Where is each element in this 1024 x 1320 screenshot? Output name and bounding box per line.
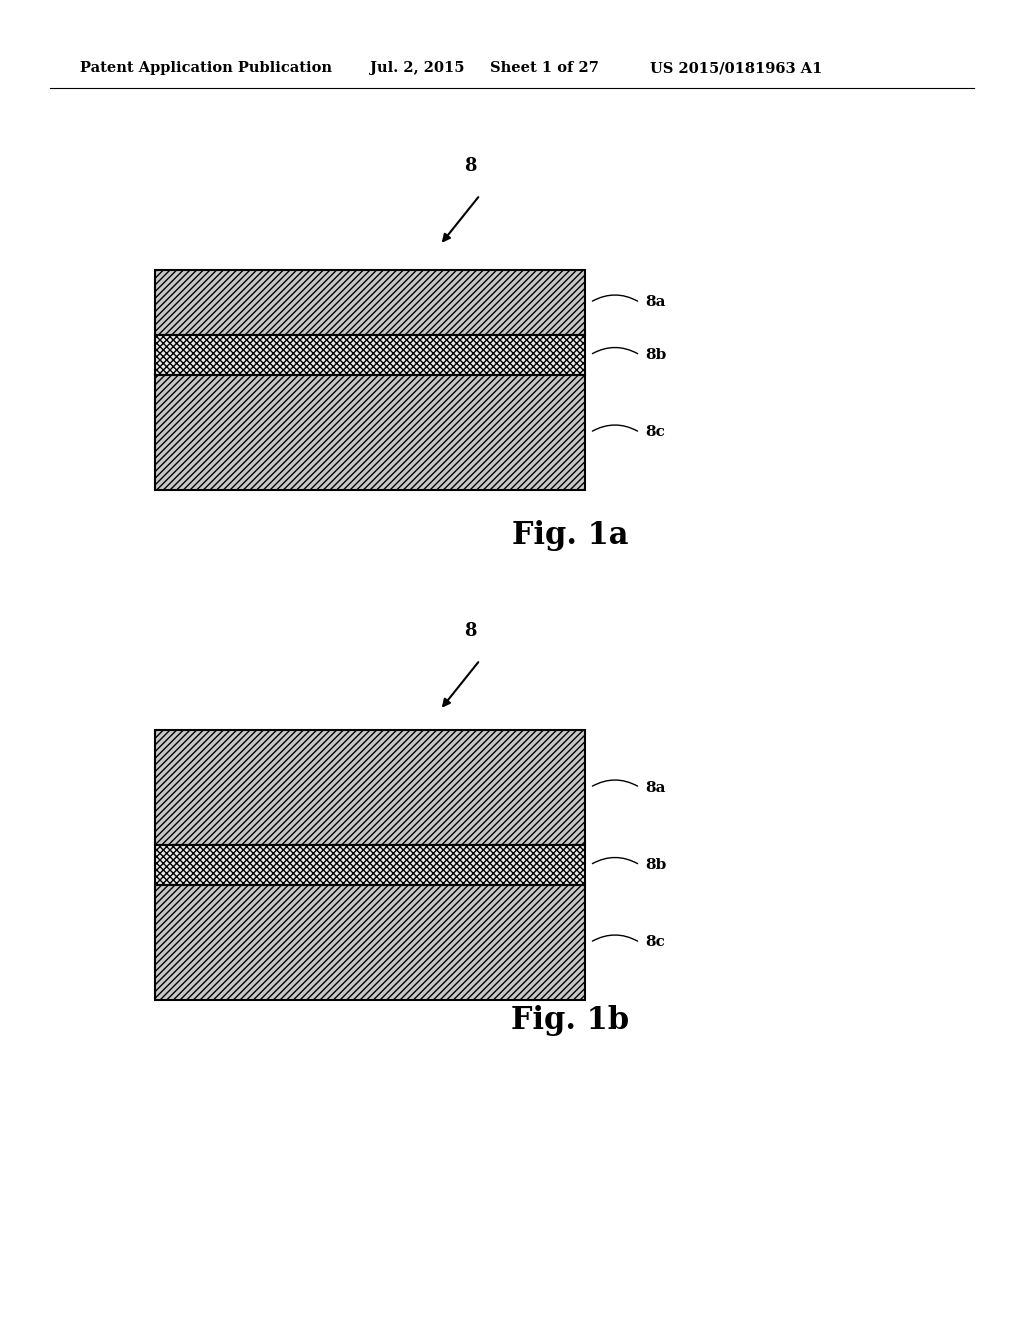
Bar [155, 845, 585, 884]
Text: Fig. 1a: Fig. 1a [512, 520, 629, 550]
Text: 8c: 8c [645, 936, 665, 949]
Text: Fig. 1b: Fig. 1b [511, 1005, 629, 1036]
Text: US 2015/0181963 A1: US 2015/0181963 A1 [650, 61, 822, 75]
Text: 8c: 8c [645, 425, 665, 440]
Text: 8b: 8b [645, 858, 667, 873]
Text: 8: 8 [464, 157, 476, 176]
Bar [155, 730, 585, 845]
Text: Patent Application Publication: Patent Application Publication [80, 61, 332, 75]
Text: Jul. 2, 2015: Jul. 2, 2015 [370, 61, 465, 75]
Bar [155, 271, 585, 335]
Text: 8a: 8a [645, 780, 666, 795]
Text: Sheet 1 of 27: Sheet 1 of 27 [490, 61, 599, 75]
Bar [155, 884, 585, 1001]
Text: 8a: 8a [645, 296, 666, 309]
Text: 8b: 8b [645, 348, 667, 362]
Bar [155, 335, 585, 375]
Text: 8: 8 [464, 622, 476, 640]
Bar [155, 375, 585, 490]
